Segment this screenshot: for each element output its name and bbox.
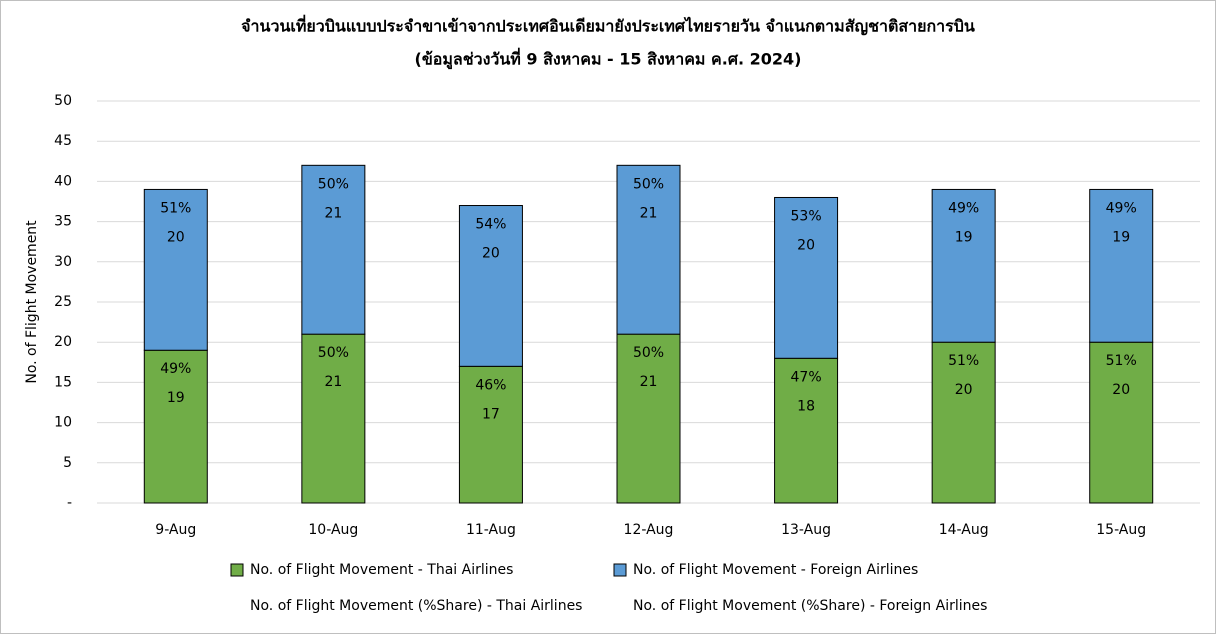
share-label: 51% — [1106, 353, 1137, 369]
y-tick-label: 25 — [54, 294, 72, 310]
share-label: 49% — [948, 200, 979, 216]
y-tick-label: 40 — [54, 173, 72, 189]
y-tick-label: 30 — [54, 254, 72, 270]
y-tick-label: 45 — [54, 133, 72, 149]
share-label: 54% — [475, 217, 506, 233]
value-label: 20 — [482, 246, 500, 262]
share-label: 50% — [633, 176, 664, 192]
share-label: 50% — [633, 345, 664, 361]
y-tick-label: - — [67, 495, 72, 511]
y-tick-label: 35 — [54, 214, 72, 230]
legend-swatch — [613, 563, 627, 577]
x-tick-label: 11-Aug — [466, 522, 516, 538]
value-label: 21 — [324, 374, 342, 390]
share-label: 50% — [318, 345, 349, 361]
value-label: 20 — [797, 237, 815, 253]
value-label: 19 — [955, 229, 973, 245]
y-tick-label: 20 — [54, 334, 72, 350]
share-label: 47% — [791, 369, 822, 385]
bar-segment — [616, 164, 681, 335]
bar-segment — [774, 196, 839, 359]
chart-subtitle: (ข้อมูลช่วงวันที่ 9 สิงหาคม - 15 สิงหาคม… — [415, 48, 802, 71]
y-tick-label: 10 — [54, 415, 72, 431]
share-label: 49% — [1106, 200, 1137, 216]
y-tick-label: 15 — [54, 374, 72, 390]
bar-segment — [143, 349, 208, 504]
value-label: 18 — [797, 398, 815, 414]
share-label: 51% — [948, 353, 979, 369]
y-axis-label: No. of Flight Movement — [24, 220, 40, 384]
share-label: 49% — [160, 361, 191, 377]
value-label: 20 — [167, 229, 185, 245]
legend-swatch — [230, 563, 244, 577]
x-tick-label: 12-Aug — [624, 522, 674, 538]
value-label: 20 — [955, 382, 973, 398]
y-tick-label: 50 — [54, 93, 72, 109]
x-tick-label: 13-Aug — [781, 522, 831, 538]
x-tick-label: 9-Aug — [155, 522, 196, 538]
value-label: 17 — [482, 406, 500, 422]
bar-segment — [774, 357, 839, 504]
share-label: 46% — [475, 377, 506, 393]
bar-segment — [143, 188, 208, 351]
x-tick-label: 10-Aug — [308, 522, 358, 538]
x-tick-label: 14-Aug — [939, 522, 989, 538]
bar-segment — [616, 333, 681, 504]
bar-segment — [931, 341, 996, 504]
value-label: 19 — [167, 390, 185, 406]
legend-label: No. of Flight Movement (%Share) - Thai A… — [250, 598, 582, 614]
bar-segment — [458, 205, 523, 367]
legend-label: No. of Flight Movement (%Share) - Foreig… — [633, 598, 987, 614]
value-label: 21 — [640, 374, 658, 390]
x-tick-label: 15-Aug — [1096, 522, 1146, 538]
value-label: 19 — [1112, 229, 1130, 245]
bar-segment — [931, 188, 996, 343]
share-label: 50% — [318, 176, 349, 192]
legend-label: No. of Flight Movement - Foreign Airline… — [633, 562, 918, 578]
share-label: 53% — [791, 208, 822, 224]
value-label: 20 — [1112, 382, 1130, 398]
bar-segment — [301, 164, 366, 335]
value-label: 21 — [324, 205, 342, 221]
chart-title: จำนวนเที่ยวบินแบบประจำขาเข้าจากประเทศอิน… — [241, 15, 975, 37]
bar-segment — [301, 333, 366, 504]
legend-label: No. of Flight Movement - Thai Airlines — [250, 562, 513, 578]
bar-segment — [1089, 188, 1154, 343]
y-tick-label: 5 — [63, 455, 72, 471]
value-label: 21 — [640, 205, 658, 221]
share-label: 51% — [160, 200, 191, 216]
